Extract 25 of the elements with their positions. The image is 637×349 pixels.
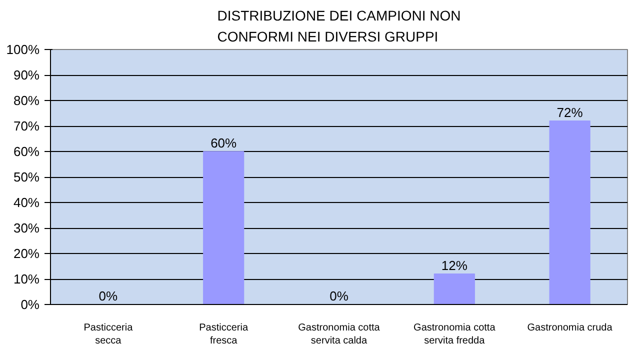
x-tick-label: Pasticceria fresca: [199, 322, 248, 347]
data-label: 0%: [98, 288, 118, 304]
y-tick-label: 40%: [13, 195, 40, 210]
bar: [203, 151, 244, 304]
y-tick-label: 80%: [13, 93, 40, 108]
y-tick-label: 50%: [13, 170, 40, 184]
y-tick-label: 30%: [13, 220, 40, 236]
x-tick-label: Gastronomia cotta servita fredda: [414, 322, 496, 347]
y-tick-label: 90%: [13, 68, 40, 82]
y-tick-label: 60%: [13, 144, 40, 159]
x-tick-label: Gastronomia cotta servita calda: [298, 322, 380, 347]
x-tick-label: Pasticceria secca: [84, 322, 134, 347]
y-tick-label: 70%: [13, 118, 40, 134]
y-tick-label: 10%: [13, 272, 40, 286]
bar: [549, 120, 590, 304]
y-tick-label: 0%: [20, 297, 40, 312]
bar: [434, 274, 475, 304]
y-tick-label: 20%: [13, 246, 40, 261]
y-tick-label: 100%: [6, 42, 40, 57]
data-label: 12%: [441, 258, 468, 273]
chart-title: DISTRIBUZIONE DEI CAMPIONI NON CONFORMI NEI DIVERSI GRUPPI: [217, 8, 461, 44]
data-label: 0%: [330, 288, 349, 304]
data-label: 72%: [556, 104, 584, 120]
x-tick-label: Gastronomia cruda: [527, 322, 613, 334]
data-label: 60%: [210, 136, 238, 150]
